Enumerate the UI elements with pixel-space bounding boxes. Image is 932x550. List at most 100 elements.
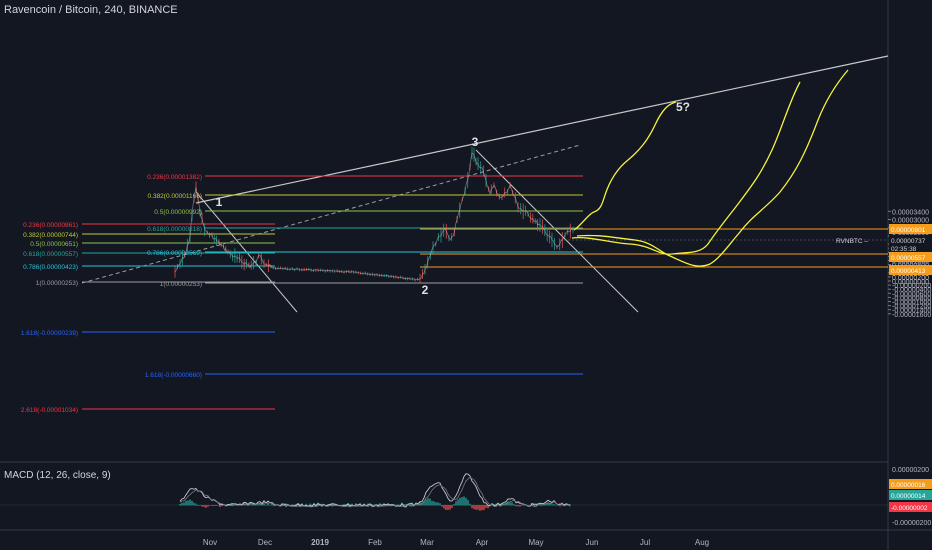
price-axis-label: -0.00001200 [892, 304, 931, 311]
macd-histogram-bar [477, 505, 479, 510]
macd-histogram-bar [343, 504, 345, 506]
macd-histogram-bar [303, 505, 305, 506]
macd-histogram-bar [367, 503, 369, 506]
fib2-label: 0.618(0.00000818) [147, 226, 202, 233]
macd-tag-bg [889, 490, 932, 500]
macd-histogram-bar [263, 503, 265, 506]
macd-tag-label: 0.00000014 [891, 493, 926, 500]
macd-histogram-bar [511, 502, 513, 506]
macd-histogram-bar [373, 504, 375, 506]
macd-histogram-bar [235, 503, 237, 506]
macd-histogram-bar [311, 504, 313, 506]
macd-histogram-bar [181, 502, 183, 506]
macd-histogram-bar [473, 505, 475, 510]
macd-histogram-bar [405, 504, 407, 506]
macd-histogram-bar [529, 505, 531, 506]
wave-label: 5? [676, 100, 690, 114]
macd-histogram-bar [225, 504, 227, 506]
macd-histogram-bar [209, 505, 211, 506]
macd-histogram-bar [185, 500, 187, 506]
macd-histogram-bar [521, 504, 523, 506]
macd-histogram-bar [427, 498, 429, 506]
macd-histogram-bar [265, 504, 267, 506]
macd-histogram-bar [421, 503, 423, 506]
macd-histogram-bar [257, 503, 259, 506]
macd-histogram-bar [503, 503, 505, 506]
time-axis-label: Apr [476, 538, 489, 547]
macd-histogram-bar [207, 505, 209, 507]
price-axis-label: -0.00000400 [892, 287, 931, 294]
macd-histogram-bar [195, 503, 197, 506]
macd-histogram-bar [465, 497, 467, 506]
macd-axis-label: 0.00000200 [892, 467, 929, 474]
price-axis-label: 0.00003400 [892, 209, 929, 216]
macd-histogram-bar [455, 501, 457, 506]
macd-histogram-bar [515, 505, 517, 507]
macd-histogram-bar [523, 505, 525, 506]
macd-histogram-bar [299, 503, 301, 506]
macd-histogram-bar [527, 505, 529, 506]
fib1-label: 0.786(0.00000423) [23, 264, 78, 271]
macd-histogram-bar [491, 504, 493, 506]
macd-histogram-bar [377, 504, 379, 506]
macd-histogram-bar [269, 505, 271, 506]
macd-histogram-bar [475, 505, 477, 510]
price-axis-label: -0.00000600 [892, 291, 931, 298]
fib1-label: 2.618(-0.00001034) [21, 407, 78, 414]
price-tag-bg [889, 265, 932, 275]
price-axis-label: 0.00000200 [892, 275, 929, 282]
macd-histogram-bar [463, 496, 465, 506]
macd-histogram-bar [439, 503, 441, 506]
price-axis-label: -0.00001000 [892, 300, 931, 307]
macd-histogram-bar [203, 505, 205, 508]
macd-tag-bg [889, 479, 932, 489]
macd-histogram-bar [233, 503, 235, 506]
macd-histogram-bar [423, 501, 425, 506]
macd-histogram-bar [419, 502, 421, 506]
macd-histogram-bar [501, 503, 503, 506]
fib1-label: 0.236(0.00000861) [23, 222, 78, 229]
macd-histogram-bar [493, 503, 495, 506]
macd-histogram-bar [201, 505, 203, 507]
macd-histogram-bar [191, 500, 193, 506]
time-axis-label: Feb [368, 538, 382, 547]
macd-histogram-bar [291, 504, 293, 506]
macd-histogram-bar [271, 503, 273, 506]
macd-histogram-bar [549, 503, 551, 506]
macd-histogram-bar [517, 505, 519, 507]
macd-histogram-bar [451, 505, 453, 508]
macd-histogram-bar [547, 502, 549, 506]
macd-tag-bg [889, 502, 932, 512]
macd-histogram-bar [397, 504, 399, 506]
macd-histogram-bar [289, 504, 291, 506]
price-axis-label: 0.00003000 [892, 218, 929, 225]
macd-histogram-bar [295, 503, 297, 506]
macd-histogram-bar [467, 500, 469, 506]
macd-histogram-bar [395, 504, 397, 506]
macd-histogram-bar [535, 503, 537, 506]
macd-histogram-bar [221, 505, 223, 507]
macd-histogram-bar [199, 504, 201, 506]
macd-histogram-bar [519, 505, 521, 507]
price-tag-label: 0.00000737 [891, 238, 926, 245]
macd-histogram-bar [345, 503, 347, 506]
downtrend-line-2 [475, 149, 639, 313]
macd-histogram-bar [277, 505, 279, 506]
macd-histogram-bar [471, 505, 473, 509]
fib2-label: 0.5(0.00000992) [154, 209, 202, 216]
macd-tag-label: 0.00000016 [891, 482, 926, 489]
macd-histogram-bar [189, 499, 191, 506]
macd-histogram-bar [205, 505, 207, 508]
price-tag-label: 0.00000801 [891, 227, 926, 234]
macd-histogram-bar [321, 503, 323, 506]
projection-curve [573, 101, 677, 231]
macd-histogram-bar [349, 504, 351, 506]
macd-histogram-bar [307, 505, 309, 506]
time-axis-label: Dec [258, 538, 272, 547]
price-line [174, 152, 574, 281]
price-tag-bg [889, 224, 932, 234]
fib1-label: 0.618(0.00000557) [23, 251, 78, 258]
macd-histogram-bar [325, 504, 327, 506]
fib1-label: 0.5(0.00000651) [30, 241, 78, 248]
